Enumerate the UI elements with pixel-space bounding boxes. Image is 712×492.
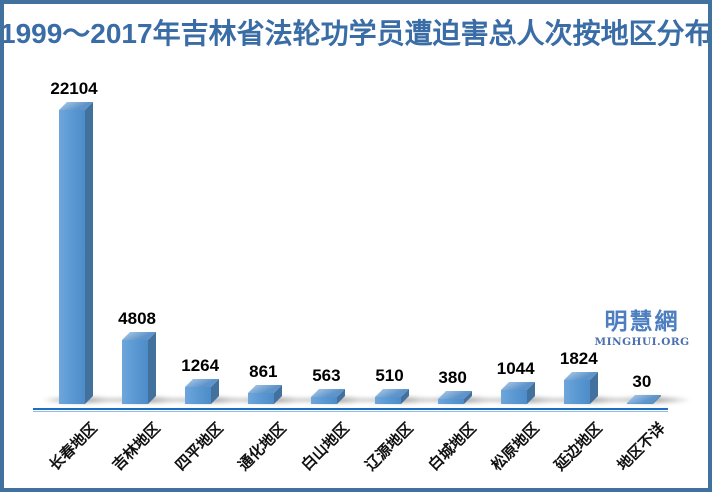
bar-value-label: 30 [632, 372, 652, 391]
minghui-logo-en: MINGHUI.ORG [594, 336, 690, 348]
bar-value-label: 861 [249, 362, 278, 381]
bar-value-label: 1264 [181, 356, 220, 375]
bar-value-label: 22104 [50, 79, 98, 98]
bar-front-face [311, 397, 338, 404]
bar-value-label: 1044 [496, 359, 535, 378]
minghui-logo-cn: 明慧網 [604, 308, 680, 335]
x-axis-line [33, 408, 668, 410]
chart-title: 1999～2017年吉林省法轮功学员遭迫害总人次按地区分布 [0, 18, 712, 49]
bar-value-label: 4808 [118, 309, 156, 328]
bar-front-face [563, 380, 590, 404]
bar-front-face [374, 397, 401, 404]
bar-front-face [626, 403, 653, 404]
bar-value-label: 1824 [559, 349, 598, 368]
x-axis-line-highlight [33, 411, 668, 412]
bar-value-label: 563 [312, 366, 341, 385]
bar-front-face [122, 340, 149, 404]
bar-front-face [59, 110, 85, 404]
bar-front-face [185, 387, 212, 404]
x-axis-label: 长春地区 [46, 419, 101, 475]
minghui-watermark: 明慧網 MINGHUI.ORG [594, 308, 690, 349]
bar-front-face [500, 390, 527, 404]
bar-value-label: 380 [438, 368, 467, 387]
bar-side-face [85, 102, 93, 404]
bar-front-face [248, 393, 275, 404]
bar-value-label: 510 [375, 366, 404, 385]
bar-front-face [437, 399, 464, 404]
